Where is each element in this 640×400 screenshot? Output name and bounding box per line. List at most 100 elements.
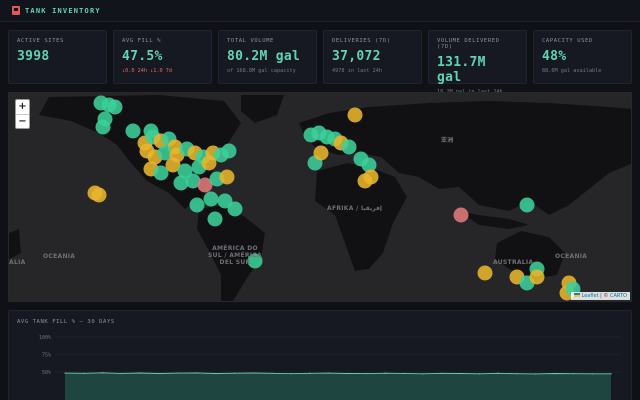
site-marker[interactable] (91, 187, 107, 203)
map-label-australia: AUSTRALIA (493, 259, 534, 266)
trend-point (384, 372, 386, 374)
kpi-value: 80.2M gal (227, 49, 301, 64)
site-marker[interactable] (221, 143, 237, 159)
site-marker[interactable] (341, 139, 357, 155)
attribution-separator: | © (598, 293, 610, 299)
site-marker[interactable] (207, 211, 223, 227)
trend-point (233, 372, 236, 374)
site-marker[interactable] (125, 123, 141, 139)
site-marker[interactable] (201, 155, 217, 171)
trend-point (196, 372, 198, 374)
trend-point (102, 372, 104, 374)
map-label-south-america: AMÉRICA DO SUL / AMÉRICA DEL SUR (208, 245, 262, 266)
trend-line (64, 372, 611, 375)
trend-point (139, 372, 141, 374)
map-label-asia: 亚洲 (441, 137, 454, 144)
kpi-label: VOLUME DELIVERED (7D) (437, 38, 500, 50)
trend-point (215, 372, 217, 375)
leaflet-flag-icon (573, 293, 580, 297)
site-marker[interactable] (247, 253, 263, 269)
trend-point (365, 373, 367, 375)
zoom-out-button[interactable]: − (16, 114, 29, 128)
site-marker[interactable] (185, 173, 201, 189)
trend-point (422, 373, 424, 375)
kpi-value: 3998 (17, 49, 50, 64)
kpi-label: CAPACITY USED (542, 38, 593, 44)
kpi-value: 48% (542, 49, 567, 64)
fill-trend-panel: AVG TANK FILL % — 30 DAYS 100% 75% 50% (8, 310, 632, 400)
trend-point (403, 372, 405, 374)
kpi-avg-fill: AVG FILL % 47.5% ↓0.0 24h ↓1.0 7d (113, 30, 212, 84)
y-tick-label: 50% (42, 370, 51, 376)
site-marker[interactable] (217, 193, 233, 209)
site-marker[interactable] (107, 99, 123, 115)
site-marker[interactable] (361, 157, 377, 173)
kpi-sub: of 168.8M gal capacity (227, 68, 296, 74)
map-canvas[interactable] (9, 93, 632, 302)
site-markers (87, 95, 581, 301)
map-attribution: Leaflet | © CARTO (570, 292, 630, 300)
trend-point (309, 372, 311, 374)
land-eurasia (299, 101, 631, 215)
trend-title: AVG TANK FILL % — 30 DAYS (17, 319, 115, 325)
trend-point (327, 372, 330, 374)
site-marker[interactable] (519, 197, 535, 213)
kpi-row: ACTIVE SITES 3998 AVG FILL % 47.5% ↓0.0 … (8, 30, 632, 95)
trend-point (591, 373, 593, 375)
trend-point (290, 373, 292, 375)
site-marker[interactable] (313, 145, 329, 161)
trend-point (83, 372, 85, 374)
kpi-sub: 88.6M gal available (542, 68, 602, 74)
trend-point (572, 373, 574, 375)
site-marker[interactable] (477, 265, 493, 281)
trend-point (497, 372, 499, 374)
kpi-label: TOTAL VOLUME (227, 38, 274, 44)
trend-point (535, 373, 537, 375)
kpi-change-down: ↓0.0 24h ↓1.0 7d (122, 68, 172, 74)
land-greenland (241, 95, 284, 123)
leaflet-link[interactable]: Leaflet (581, 293, 599, 299)
trend-point (459, 372, 461, 375)
y-tick-label: 100% (39, 335, 51, 341)
top-bar: TANK INVENTORY (0, 0, 640, 22)
site-marker[interactable] (529, 269, 545, 285)
trend-point (553, 372, 556, 375)
site-marker[interactable] (177, 163, 193, 179)
map-label-africa: AFRIKA / إفريقيا (327, 205, 382, 212)
site-map[interactable]: + − AFRIKA / إفريقيا AMÉRICA DO SUL / AM… (8, 92, 632, 302)
kpi-sub: 4978 in last 24h (332, 68, 382, 74)
trend-point (252, 372, 254, 374)
kpi-label: DELIVERIES (7D) (332, 38, 391, 44)
map-label-oceania-west: OCEANIA (43, 253, 76, 260)
carto-link[interactable]: CARTO (609, 293, 627, 299)
site-marker[interactable] (347, 107, 363, 123)
y-tick-label: 75% (42, 353, 51, 359)
site-marker[interactable] (219, 169, 235, 185)
trend-point (516, 373, 518, 375)
site-marker[interactable] (203, 191, 219, 207)
kpi-value: 131.7M gal (437, 55, 486, 85)
trend-point (271, 372, 273, 374)
site-marker[interactable] (227, 201, 243, 217)
site-marker[interactable] (95, 119, 111, 135)
site-marker[interactable] (363, 169, 379, 185)
site-marker[interactable] (453, 207, 469, 223)
fuel-pump-icon (12, 6, 20, 15)
zoom-control: + − (15, 99, 30, 129)
site-marker[interactable] (173, 175, 189, 191)
map-label-oceania-east: OCEANIA (555, 253, 588, 260)
site-marker[interactable] (189, 197, 205, 213)
trend-point (64, 372, 66, 374)
kpi-value: 47.5% (122, 49, 163, 64)
site-marker[interactable] (165, 157, 181, 173)
trend-point (346, 372, 349, 375)
trend-point (158, 372, 160, 375)
kpi-total-volume: TOTAL VOLUME 80.2M gal of 168.8M gal cap… (218, 30, 317, 84)
kpi-label: AVG FILL % (122, 38, 162, 44)
land-japan (569, 137, 579, 159)
kpi-label: ACTIVE SITES (17, 38, 64, 44)
site-marker[interactable] (197, 177, 213, 193)
zoom-in-button[interactable]: + (18, 101, 27, 112)
site-marker[interactable] (157, 145, 173, 161)
site-marker[interactable] (153, 165, 169, 181)
